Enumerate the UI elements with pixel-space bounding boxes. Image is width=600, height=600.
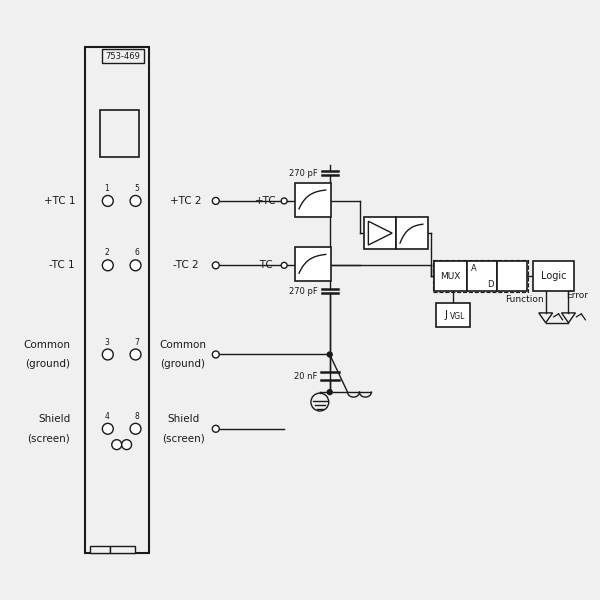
Bar <box>110 546 134 553</box>
Text: Common: Common <box>160 340 206 350</box>
Text: VGL: VGL <box>450 313 465 322</box>
Text: +TC 1: +TC 1 <box>44 196 75 206</box>
Bar <box>396 217 428 249</box>
Text: 270 pF: 270 pF <box>289 169 318 178</box>
Text: 20 nF: 20 nF <box>295 372 318 381</box>
Text: Error: Error <box>566 290 589 299</box>
Text: 1: 1 <box>104 184 109 193</box>
Bar <box>533 262 574 291</box>
Text: 8: 8 <box>134 412 139 421</box>
Text: 753-469: 753-469 <box>105 52 140 61</box>
Circle shape <box>212 351 219 358</box>
Circle shape <box>103 349 113 360</box>
Text: (ground): (ground) <box>161 359 206 370</box>
Circle shape <box>103 196 113 206</box>
Circle shape <box>212 262 219 269</box>
Circle shape <box>212 425 219 432</box>
Text: D: D <box>487 280 493 289</box>
Text: -TC: -TC <box>257 260 273 271</box>
Text: MUX: MUX <box>440 272 461 281</box>
Text: J: J <box>444 310 447 320</box>
Circle shape <box>130 349 141 360</box>
Bar <box>295 183 331 217</box>
Circle shape <box>281 198 287 204</box>
Text: Logic: Logic <box>541 271 566 281</box>
Text: (ground): (ground) <box>25 359 70 370</box>
Circle shape <box>122 440 131 449</box>
Bar <box>497 262 527 291</box>
Circle shape <box>130 196 141 206</box>
Text: 2: 2 <box>104 248 109 257</box>
Bar <box>85 47 149 553</box>
Bar <box>364 217 396 249</box>
Text: Function: Function <box>505 295 544 304</box>
Text: Shield: Shield <box>167 414 199 424</box>
Text: (screen): (screen) <box>28 434 70 444</box>
Text: 6: 6 <box>134 248 139 257</box>
Bar <box>433 260 528 292</box>
Text: 4: 4 <box>104 412 109 421</box>
Bar <box>434 262 467 291</box>
Circle shape <box>327 352 332 357</box>
Bar <box>295 247 331 281</box>
Circle shape <box>130 424 141 434</box>
Text: 5: 5 <box>134 184 139 193</box>
Bar <box>90 546 110 553</box>
Circle shape <box>130 260 141 271</box>
Text: 270 pF: 270 pF <box>289 287 318 296</box>
Bar <box>467 262 497 291</box>
Circle shape <box>212 197 219 205</box>
Text: -TC 2: -TC 2 <box>173 260 199 271</box>
Text: 3: 3 <box>104 338 109 347</box>
Circle shape <box>103 424 113 434</box>
Text: +TC 2: +TC 2 <box>170 196 202 206</box>
Bar <box>102 49 145 63</box>
Text: 7: 7 <box>134 338 139 347</box>
Text: (screen): (screen) <box>162 434 205 444</box>
Text: Shield: Shield <box>38 414 70 424</box>
Circle shape <box>327 389 332 395</box>
Bar <box>436 303 470 327</box>
Text: -TC 1: -TC 1 <box>49 260 75 271</box>
Bar <box>100 110 139 157</box>
Text: +TC: +TC <box>254 196 276 206</box>
Circle shape <box>281 262 287 268</box>
Circle shape <box>103 260 113 271</box>
Circle shape <box>112 440 122 449</box>
Text: Common: Common <box>23 340 70 350</box>
Text: A: A <box>470 264 476 273</box>
